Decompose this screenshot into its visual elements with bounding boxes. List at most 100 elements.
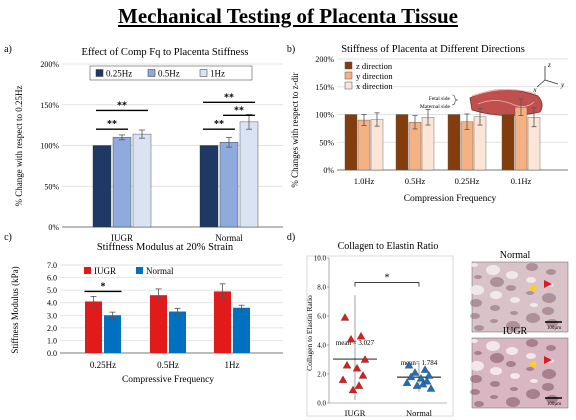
y-axis-label: Stiffness Modulus (kPa) [10,266,20,353]
bar [514,107,528,171]
legend-swatch [84,267,91,274]
tissue-texture [530,379,538,383]
tissue-texture [526,389,540,399]
bar [92,145,112,228]
tissue-texture [526,277,536,283]
significance-marker: ** [214,119,224,130]
y-tick-label: 0.0 [317,400,326,408]
x-tick-label: 0.1Hz [511,176,532,186]
tissue-texture [490,381,500,387]
tissue-texture [506,361,516,367]
legend-swatch [344,71,353,80]
red-arrow-icon [544,356,552,364]
bar [447,114,461,171]
legend-label: Normal [146,266,174,276]
tissue-texture [526,353,536,359]
y-tick-label: 10.0 [314,255,327,263]
y-tick-label: 4.0 [47,299,57,308]
chart-title: Collagen to Elastin Ratio [338,241,439,252]
y-tick-label: 4.0 [317,342,326,350]
data-point [420,365,430,373]
tissue-texture [506,347,518,355]
significance-bracket [354,282,420,287]
legend-swatch [344,61,353,70]
y-axis-label: % Changes with respect to z-dir [290,72,300,187]
tissue-texture [470,313,480,319]
y-tick-label: 0.0 [47,349,57,358]
tissue-texture [526,339,538,347]
bar [370,119,384,171]
legend-swatch [147,69,156,77]
significance-marker: ** [117,100,127,111]
tissue-texture [510,311,518,315]
data-point [358,371,368,379]
tissue-texture [490,395,498,399]
x-tick-label: 0.25Hz [455,176,480,186]
tissue-texture [486,265,500,275]
y-tick-label: 150% [315,83,334,92]
y-tick-label: 50% [44,182,59,191]
data-point [410,368,420,376]
x-tick-label: Normal [215,233,243,243]
tissue-texture [542,383,554,391]
significance-marker: * [101,281,106,292]
tissue-texture [542,369,556,379]
data-point [422,376,432,385]
panel-label: d) [287,232,295,243]
inset-label-maternal: Maternal side [420,104,451,110]
legend-label: 0.25Hz [106,69,132,79]
bar [169,311,186,353]
tissue-texture [490,305,500,311]
chart-title: Stiffness Modulus at 20% Strain [97,242,234,253]
axis-letter-y: y [560,81,565,89]
tissue-texture [506,271,518,279]
legend-label: IUGR [94,266,116,276]
y-tick-label: 8.0 [317,284,326,292]
placenta-vessel [477,100,535,107]
tissue-texture [506,397,520,407]
data-point [404,360,414,369]
axis-letter-z: z [547,61,551,69]
micrograph-normal: 100µm [470,261,569,333]
y-tick-label: 7.0 [47,261,57,270]
tissue-texture [490,291,502,299]
tissue-texture [546,395,558,403]
placenta-diagram [451,66,559,116]
data-point [416,374,426,382]
plot-border [306,255,454,417]
y-tick-label: 2.0 [47,324,57,333]
tissue-texture [546,345,556,351]
significance-marker: ** [224,92,234,103]
significance-marker: ** [107,119,117,130]
tissue-texture [542,307,554,315]
tissue-texture [474,351,482,355]
micrograph-image [471,337,569,409]
micrograph-iugr: 100µm [470,337,569,409]
legend-label: 1Hz [210,69,225,79]
side-brace [451,94,459,106]
tissue-texture [470,375,482,383]
tissue-texture [510,297,520,303]
panel-label: b) [287,44,295,55]
y-tick-label: 5.0 [47,286,57,295]
bar [104,315,121,353]
y-tick-label: 0% [323,166,334,175]
data-point [340,313,350,321]
data-point [412,381,422,389]
tissue-texture [526,263,538,271]
y-tick-label: 200% [315,55,334,64]
panel-label: c) [4,232,12,243]
y-tick-label: 200% [40,60,59,69]
bar [501,114,515,171]
data-point [418,379,428,388]
tissue-texture [490,367,502,375]
x-axis-label: Compressive Frequency [122,375,214,385]
bar [199,145,219,228]
bar [239,121,259,228]
tissue-texture [510,373,520,379]
y-axis-label: Collagen to Elastin Ratio [305,295,314,371]
bar [112,137,132,228]
mean-label: mean = 3.027 [336,339,375,347]
x-tick-label: IUGR [345,408,366,418]
